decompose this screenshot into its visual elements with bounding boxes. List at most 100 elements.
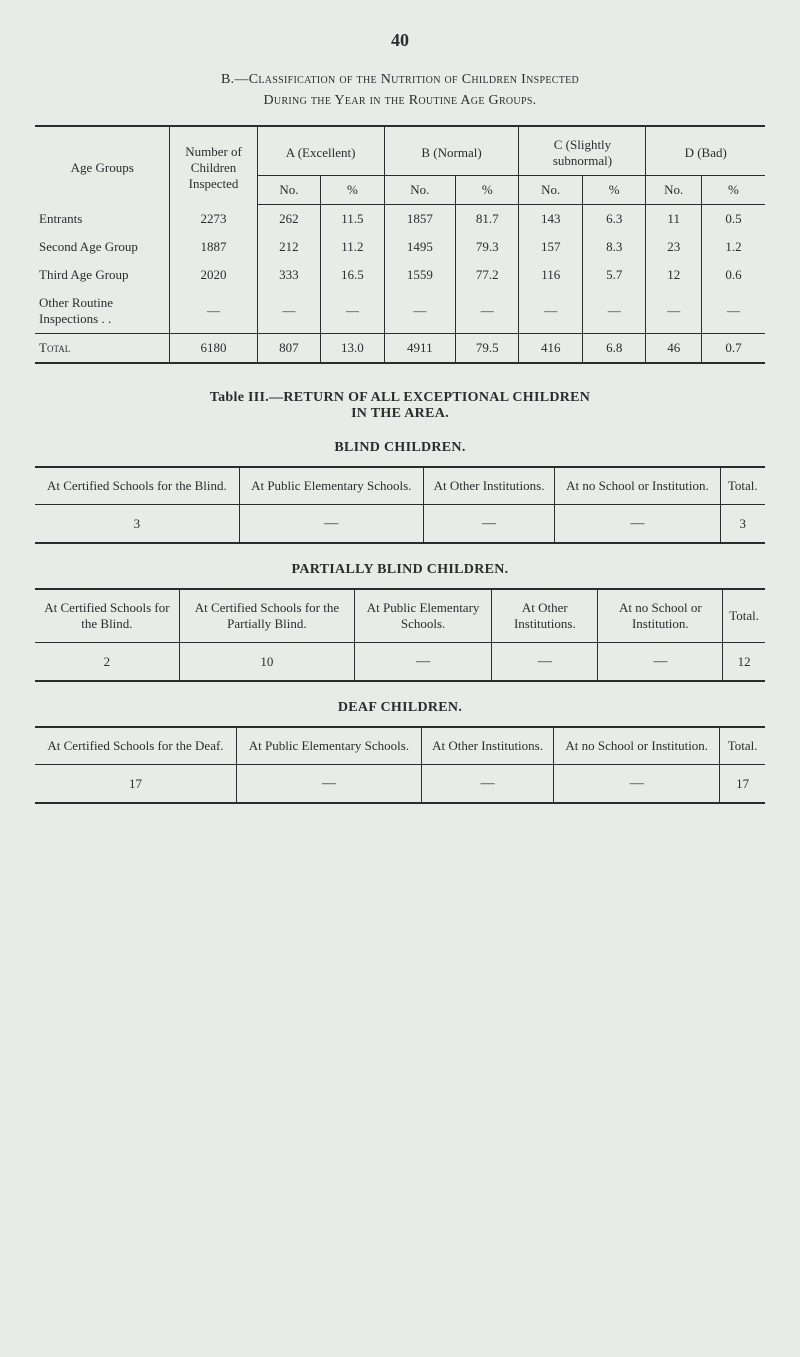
col-header: At Public Elementary Schools. [239, 467, 423, 505]
cell: 12 [723, 643, 765, 682]
sub-no: No. [257, 176, 320, 205]
cell: — [492, 643, 598, 682]
cell: 157 [519, 233, 582, 261]
sub-pct: % [321, 176, 384, 205]
cell: — [257, 289, 320, 334]
cell: 4911 [384, 334, 455, 364]
deaf-heading: DEAF CHILDREN. [35, 700, 765, 716]
cell: — [354, 643, 491, 682]
row-label: Other Routine Inspections . . [35, 289, 170, 334]
cell: 807 [257, 334, 320, 364]
col-d: D (Bad) [646, 126, 765, 176]
cell: 11.5 [321, 205, 384, 234]
col-header: At Other Institutions. [492, 589, 598, 643]
cell: 416 [519, 334, 582, 364]
row-label: Entrants [35, 205, 170, 234]
col-header: At Certified Schools for the Blind. [35, 589, 179, 643]
cell: 1857 [384, 205, 455, 234]
cell: — [423, 505, 555, 544]
cell: — [554, 765, 720, 804]
cell: — [582, 289, 645, 334]
cell: 79.5 [456, 334, 519, 364]
col-header: Total. [720, 727, 765, 765]
cell: 10 [179, 643, 354, 682]
cell: 2273 [170, 205, 257, 234]
table-row: Second Age Group188721211.2149579.31578.… [35, 233, 765, 261]
section-b-title-line1: B.—Classification of the Nutrition of Ch… [221, 72, 579, 87]
cell: 116 [519, 261, 582, 289]
cell: 46 [646, 334, 702, 364]
cell: 79.3 [456, 233, 519, 261]
cell: — [555, 505, 720, 544]
col-num: Number of Children Inspected [170, 126, 257, 205]
table-row: Other Routine Inspections . .————————— [35, 289, 765, 334]
cell: 6.3 [582, 205, 645, 234]
cell: 1887 [170, 233, 257, 261]
cell: 0.7 [701, 334, 765, 364]
col-header: At no School or Institution. [555, 467, 720, 505]
col-b: B (Normal) [384, 126, 519, 176]
cell: 81.7 [456, 205, 519, 234]
table3-title: Table III.—RETURN OF ALL EXCEPTIONAL CHI… [35, 390, 765, 422]
cell: — [239, 505, 423, 544]
cell: 11.2 [321, 233, 384, 261]
col-header: At Certified Schools for the Deaf. [35, 727, 236, 765]
col-header: Total. [723, 589, 765, 643]
cell: 1.2 [701, 233, 765, 261]
col-a: A (Excellent) [257, 126, 384, 176]
total-label: Total [35, 334, 170, 364]
cell: — [646, 289, 702, 334]
cell: 143 [519, 205, 582, 234]
sub-pct: % [582, 176, 645, 205]
total-row: Total618080713.0491179.54166.8460.7 [35, 334, 765, 364]
cell: 2 [35, 643, 179, 682]
cell: 6.8 [582, 334, 645, 364]
table-row: Third Age Group202033316.5155977.21165.7… [35, 261, 765, 289]
cell: 262 [257, 205, 320, 234]
cell: — [421, 765, 553, 804]
cell: 5.7 [582, 261, 645, 289]
cell: — [701, 289, 765, 334]
page-number: 40 [35, 30, 765, 51]
cell: — [384, 289, 455, 334]
table3-title-line2: IN THE AREA. [351, 406, 449, 421]
blind-heading: BLIND CHILDREN. [35, 440, 765, 456]
partially-blind-table: At Certified Schools for the Blind.At Ce… [35, 588, 765, 682]
cell: 0.5 [701, 205, 765, 234]
cell: 13.0 [321, 334, 384, 364]
col-header: At Certified Schools for the Blind. [35, 467, 239, 505]
cell: 11 [646, 205, 702, 234]
cell: 333 [257, 261, 320, 289]
deaf-table: At Certified Schools for the Deaf.At Pub… [35, 726, 765, 804]
cell: 1495 [384, 233, 455, 261]
table-row: Entrants227326211.5185781.71436.3110.5 [35, 205, 765, 234]
row-label: Third Age Group [35, 261, 170, 289]
col-c: C (Slightly subnormal) [519, 126, 646, 176]
cell: — [456, 289, 519, 334]
cell: — [519, 289, 582, 334]
sub-no: No. [384, 176, 455, 205]
cell: 12 [646, 261, 702, 289]
col-header: At Public Elementary Schools. [354, 589, 491, 643]
cell: 212 [257, 233, 320, 261]
cell: — [236, 765, 421, 804]
cell: 16.5 [321, 261, 384, 289]
cell: 2020 [170, 261, 257, 289]
sub-no: No. [519, 176, 582, 205]
cell: 17 [35, 765, 236, 804]
cell: — [321, 289, 384, 334]
partially-blind-heading: PARTIALLY BLIND CHILDREN. [35, 562, 765, 578]
cell: 17 [720, 765, 765, 804]
table3-title-line1: Table III.—RETURN OF ALL EXCEPTIONAL CHI… [210, 390, 590, 405]
col-header: At Certified Schools for the Partially B… [179, 589, 354, 643]
section-b-title: B.—Classification of the Nutrition of Ch… [35, 69, 765, 111]
section-b-title-line2: During the Year in the Routine Age Group… [264, 93, 537, 108]
sub-pct: % [701, 176, 765, 205]
cell: — [598, 643, 723, 682]
cell: 3 [720, 505, 765, 544]
sub-pct: % [456, 176, 519, 205]
col-header: At no School or Institution. [598, 589, 723, 643]
cell: 1559 [384, 261, 455, 289]
blind-table: At Certified Schools for the Blind.At Pu… [35, 466, 765, 544]
cell: — [170, 289, 257, 334]
